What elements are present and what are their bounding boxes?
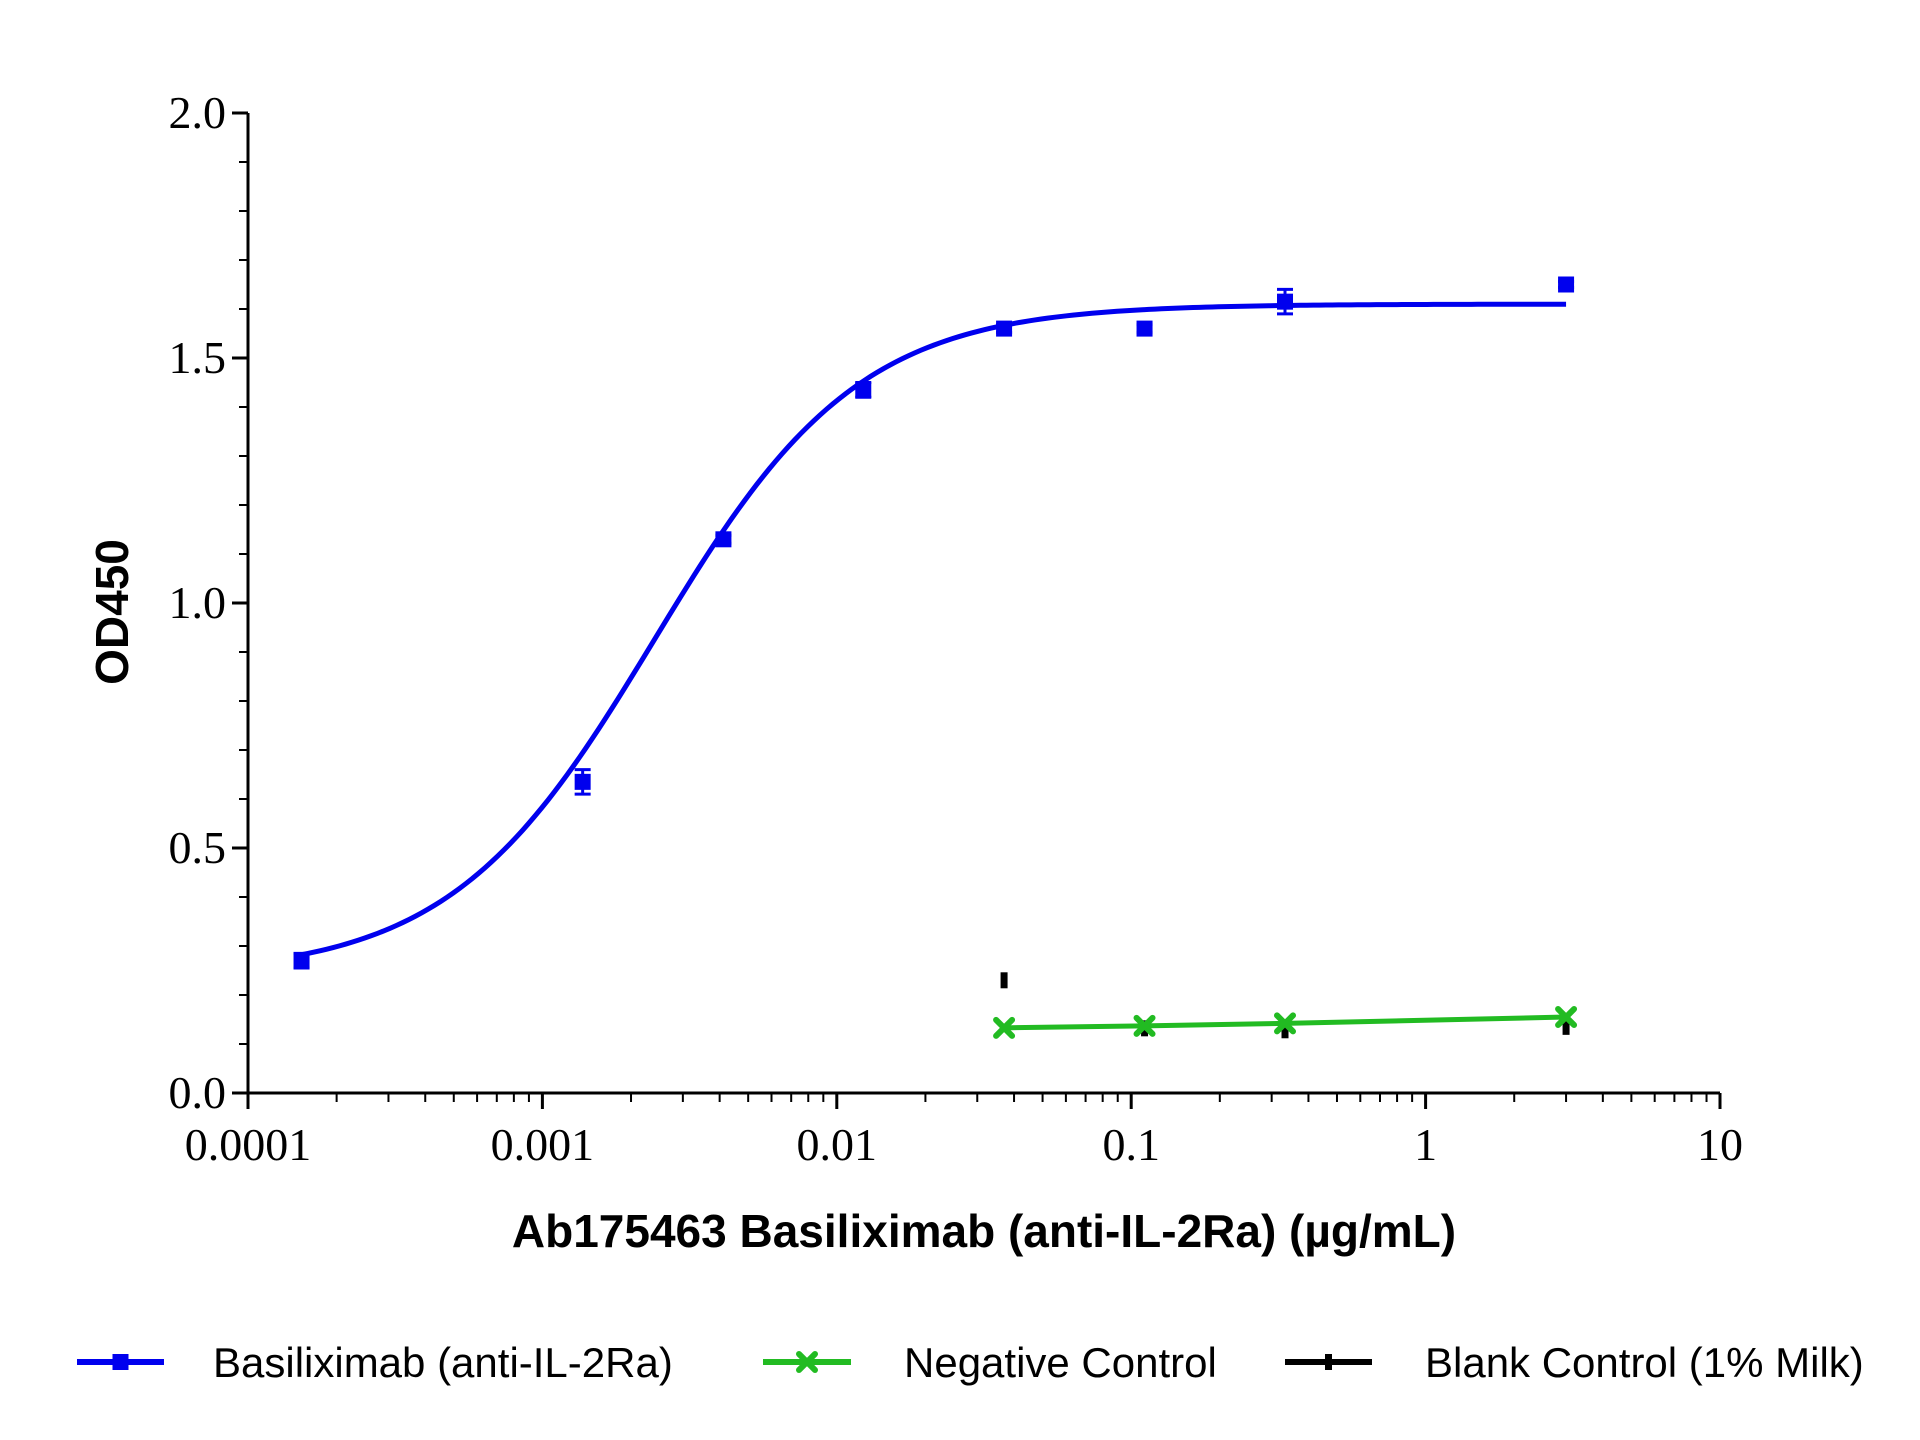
basiliximab-point: [293, 952, 310, 969]
legend-swatch-marker: [1325, 1354, 1332, 1370]
legend-label: Negative Control: [904, 1339, 1217, 1386]
x-tick-label: 0.01: [797, 1119, 878, 1170]
y-tick-label: 1.0: [169, 577, 227, 628]
negative-control-point: [993, 1016, 1016, 1039]
blank-control-point: [1281, 1022, 1289, 1039]
legend-item-3: Blank Control (1% Milk): [1285, 1339, 1864, 1386]
x-tick-label: 10: [1697, 1119, 1743, 1170]
legend: Basiliximab (anti-IL-2Ra) Negative Contro…: [77, 1339, 1864, 1386]
negative-control-point: [1555, 1006, 1578, 1029]
blank-control-point: [1000, 972, 1008, 989]
x-axis-title: Ab175463 Basiliximab (anti-IL-2Ra) (µg/m…: [512, 1205, 1456, 1257]
basiliximab-point: [1136, 320, 1153, 337]
legend-swatch-marker: [796, 1351, 818, 1373]
legend-item-2: Negative Control: [763, 1339, 1217, 1386]
y-tick-label: 1.5: [169, 332, 227, 383]
blank-control-point: [1562, 1018, 1570, 1035]
legend-swatch-marker: [112, 1354, 129, 1370]
legend-label: Basiliximab (anti-IL-2Ra): [213, 1339, 673, 1386]
legend-label: Blank Control (1% Milk): [1425, 1339, 1864, 1386]
y-axis-title: OD450: [86, 539, 138, 685]
x-tick-label: 0.0001: [185, 1119, 312, 1170]
plot-area: [293, 276, 1578, 1039]
x-tick-label: 1: [1414, 1119, 1437, 1170]
axes: 0.0 0.5 1.0 1.5 2.0 0.0001 0.001 0.01 0.1 1 10: [169, 87, 1744, 1170]
basiliximab-point: [574, 773, 591, 790]
basiliximab-point: [855, 381, 872, 398]
marker-x-stroke: [796, 1351, 818, 1373]
basiliximab-point: [996, 320, 1013, 337]
basiliximab-fit-curve: [301, 301, 1567, 958]
y-tick-label: 2.0: [169, 87, 227, 138]
y-tick-label: 0.0: [169, 1067, 227, 1118]
marker-x-stroke: [993, 1016, 1016, 1039]
x-tick-label: 0.1: [1102, 1119, 1160, 1170]
x-tick-label: 0.001: [491, 1119, 595, 1170]
basiliximab-point: [1277, 293, 1294, 310]
marker-x-stroke: [1555, 1006, 1578, 1029]
negative-control-point: [1133, 1014, 1156, 1037]
negative-control-line: [1004, 1014, 1567, 1031]
basiliximab-point: [1558, 276, 1575, 293]
legend-item-1: Basiliximab (anti-IL-2Ra): [77, 1339, 673, 1386]
basiliximab-point: [715, 531, 732, 548]
marker-x-stroke: [1274, 1012, 1297, 1035]
marker-x-stroke: [1133, 1014, 1156, 1037]
y-tick-label: 0.5: [169, 822, 227, 873]
negative-control-point: [1274, 1012, 1297, 1035]
